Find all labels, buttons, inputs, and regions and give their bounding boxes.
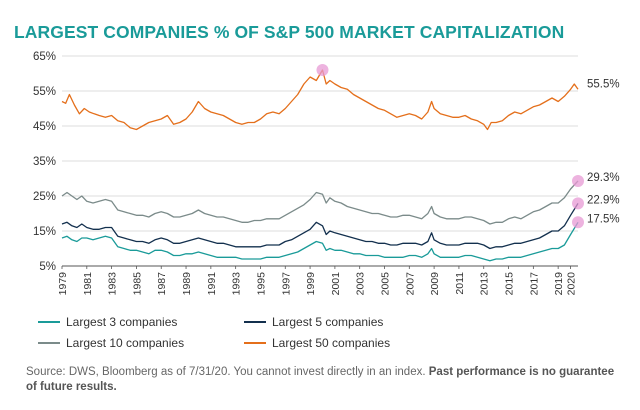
legend: Largest 3 companies Largest 5 companies La… xyxy=(38,315,390,350)
x-tick-label: 2020 xyxy=(566,272,578,296)
x-tick-label: 1991 xyxy=(206,272,218,296)
highlight-marker-largest_5 xyxy=(572,197,584,210)
x-tick-label: 2017 xyxy=(528,272,540,296)
series-line-largest_3 xyxy=(61,221,579,262)
legend-label-largest_3: Largest 3 companies xyxy=(66,315,177,329)
y-tick-label: 65% xyxy=(33,51,56,63)
end-label-largest_3: 17.5% xyxy=(587,213,620,225)
x-axis-ticks: 1979 1981 1983 1985 1987 1989 1991 1993 1995 1997… xyxy=(57,266,578,295)
legend-label-largest_50: Largest 50 companies xyxy=(272,336,390,350)
series-line-largest_50 xyxy=(61,69,579,131)
x-tick-label: 2011 xyxy=(454,272,466,295)
y-tick-label: 45% xyxy=(33,121,56,133)
x-tick-label: 2013 xyxy=(479,272,491,296)
x-tick-label: 1995 xyxy=(255,272,267,296)
chart-title: LARGEST COMPANIES % OF S&P 500 MARKET CA… xyxy=(14,22,565,42)
x-tick-label: 1993 xyxy=(231,272,243,296)
x-tick-label: 1983 xyxy=(107,272,119,296)
x-tick-label: 2005 xyxy=(380,272,392,296)
highlight-marker-largest_3 xyxy=(572,216,584,229)
x-tick-label: 1997 xyxy=(280,272,292,296)
y-tick-label: 55% xyxy=(33,86,56,98)
end-label-largest_10: 29.3% xyxy=(587,172,620,184)
performance-disclaimer: Past performance is no guarantee of futu… xyxy=(26,366,615,393)
x-tick-label: 2007 xyxy=(404,272,416,296)
grid-lines xyxy=(62,55,578,267)
x-tick-label: 2001 xyxy=(330,272,342,296)
end-label-largest_50: 55.5% xyxy=(587,78,620,90)
x-tick-label: 2009 xyxy=(429,272,441,296)
source-footnote: Source: DWS, Bloomberg as of 7/31/20. Yo… xyxy=(26,365,616,395)
x-tick-label: 2015 xyxy=(504,272,516,296)
x-tick-label: 1985 xyxy=(131,272,143,296)
x-tick-label: 2019 xyxy=(553,272,565,296)
series-lines xyxy=(61,69,579,262)
y-axis-ticks: 5% 15% 25% 35% 45% 55% 65% xyxy=(33,51,56,273)
series-line-largest_5 xyxy=(61,203,579,250)
highlight-markers xyxy=(316,64,584,229)
x-tick-label: 1989 xyxy=(181,272,193,296)
end-value-labels: 55.5% 29.3% 22.9% 17.5% xyxy=(587,78,620,225)
y-tick-label: 35% xyxy=(33,156,56,168)
x-tick-label: 1981 xyxy=(82,272,94,296)
y-tick-label: 5% xyxy=(39,261,56,273)
y-tick-label: 15% xyxy=(33,226,56,238)
end-label-largest_5: 22.9% xyxy=(587,194,620,206)
x-tick-label: 1987 xyxy=(156,272,168,296)
x-tick-label: 2003 xyxy=(355,272,367,296)
highlight-marker-largest_50 xyxy=(316,64,329,76)
highlight-marker-largest_10 xyxy=(572,174,584,187)
legend-label-largest_10: Largest 10 companies xyxy=(66,336,184,350)
series-line-largest_10 xyxy=(61,180,579,225)
x-tick-label: 1979 xyxy=(57,272,69,296)
source-text: Source: DWS, Bloomberg as of 7/31/20. Yo… xyxy=(26,366,426,378)
x-tick-label: 1999 xyxy=(305,272,317,296)
legend-label-largest_5: Largest 5 companies xyxy=(272,315,383,329)
y-tick-label: 25% xyxy=(33,191,56,203)
